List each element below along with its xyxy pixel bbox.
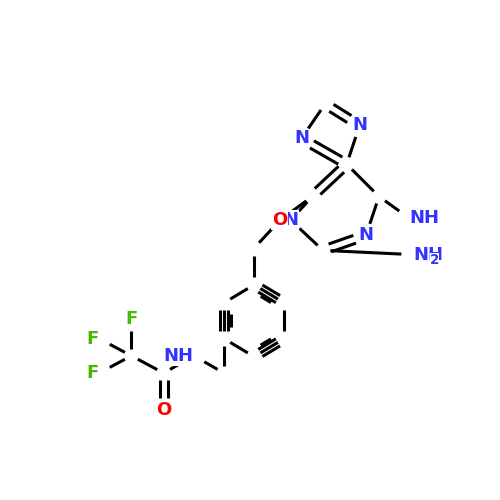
Text: O: O <box>272 211 287 229</box>
Text: NH: NH <box>414 246 444 264</box>
Text: F: F <box>126 310 138 328</box>
Text: F: F <box>87 330 99 347</box>
Text: 2: 2 <box>430 253 439 267</box>
Text: N: N <box>358 226 374 244</box>
Text: NH: NH <box>409 209 439 227</box>
Text: N: N <box>294 130 309 148</box>
Text: N: N <box>283 211 298 229</box>
Text: F: F <box>87 364 99 382</box>
Text: O: O <box>156 400 172 418</box>
Text: NH: NH <box>164 347 194 365</box>
Text: N: N <box>352 116 367 134</box>
